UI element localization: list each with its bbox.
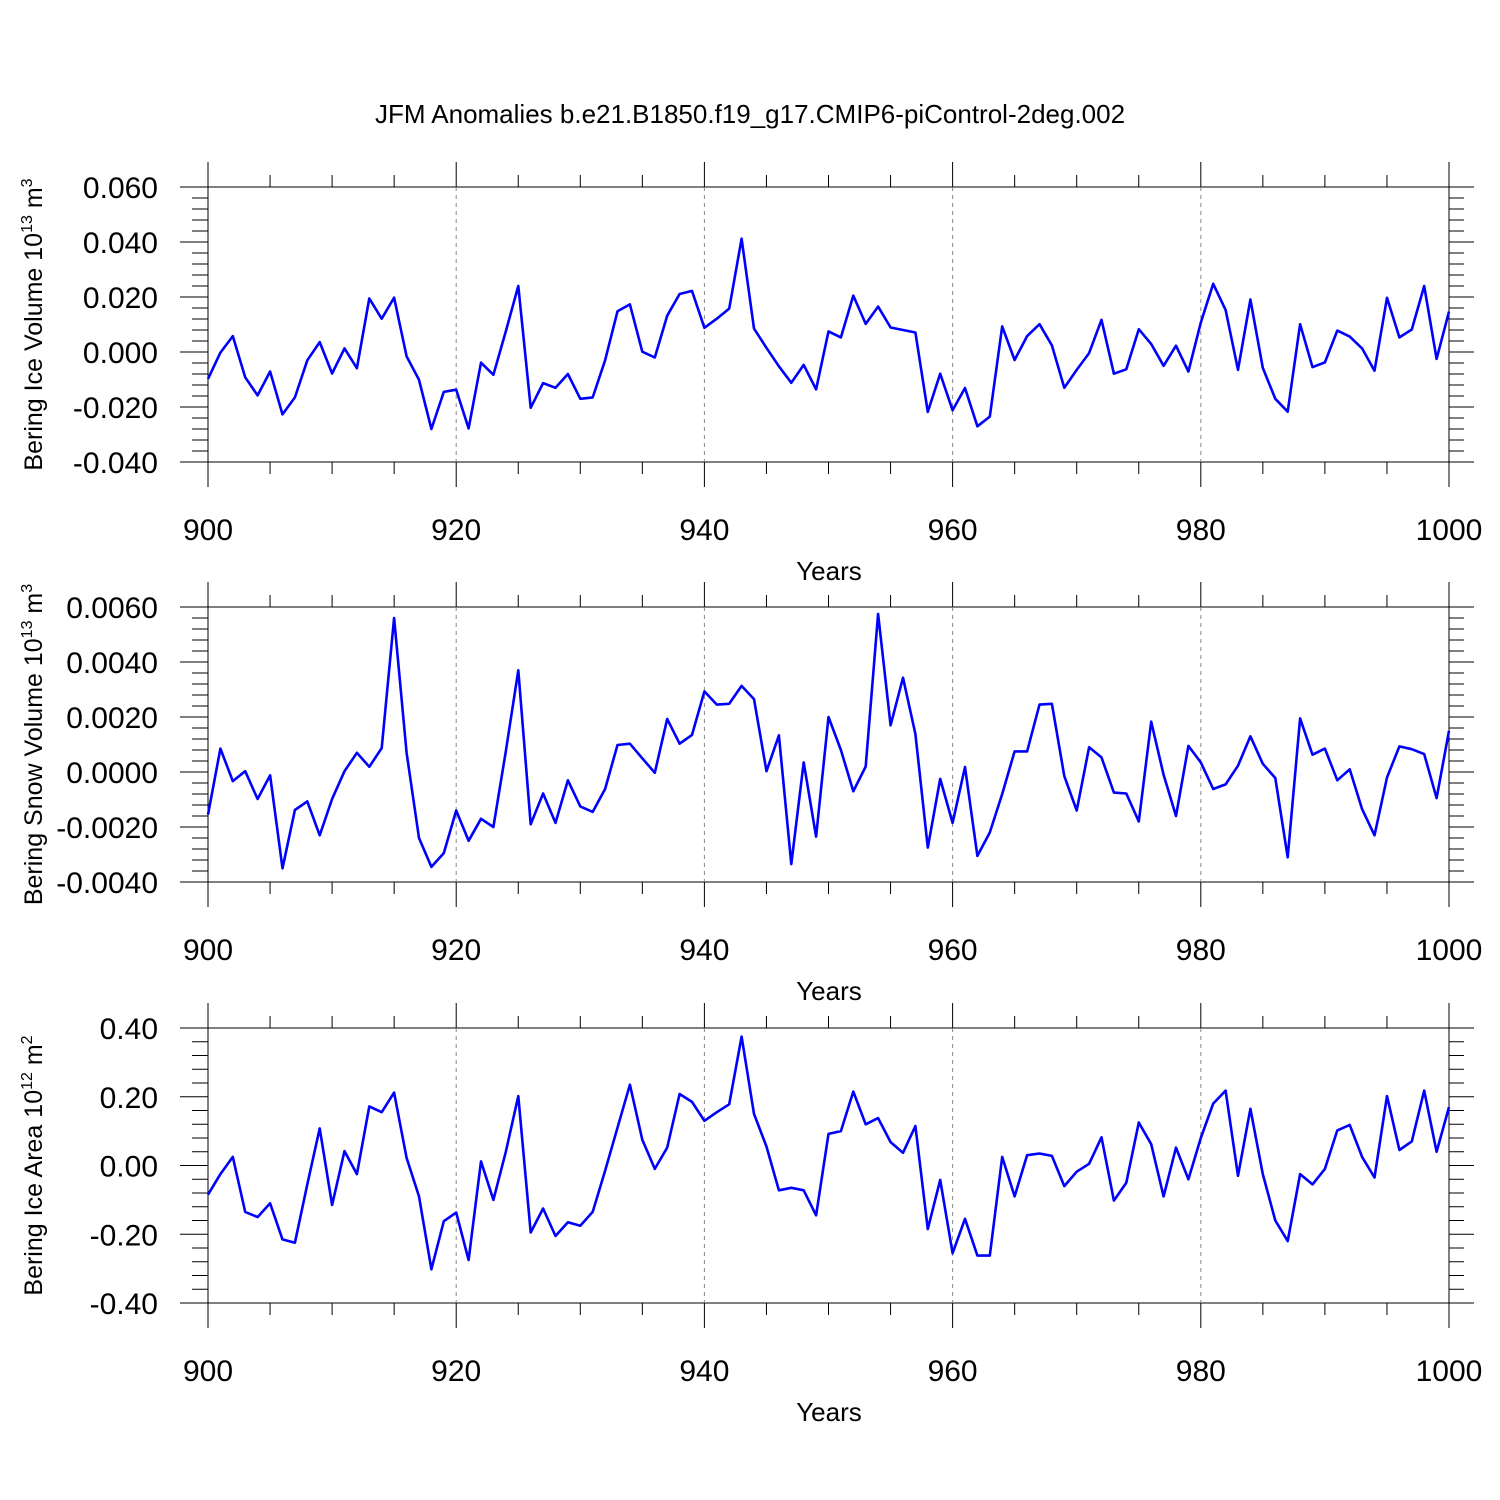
x-tick-label: 920 bbox=[431, 514, 481, 547]
x-axis-label: Years bbox=[796, 556, 862, 586]
y-axis-label: Bering Ice Volume 1013 m3 bbox=[19, 178, 48, 470]
y-tick-label: 0.020 bbox=[83, 282, 158, 315]
y-tick-label: 0.000 bbox=[83, 337, 158, 370]
x-tick-label: 940 bbox=[679, 514, 729, 547]
series-line bbox=[206, 237, 1451, 431]
y-axis-label: Bering Ice Area 1012 m2 bbox=[19, 1035, 48, 1295]
chart-panel-2: -0.0040 -0.0020 0.0000 0.0020 0.0040 0.0060 90… bbox=[19, 582, 1482, 1006]
y-tick-label: 0.060 bbox=[83, 172, 158, 205]
x-tick-label: 960 bbox=[928, 514, 978, 547]
x-tick-label: 960 bbox=[928, 1355, 978, 1388]
y-tick-label: 0.040 bbox=[83, 227, 158, 260]
series-line bbox=[206, 612, 1451, 870]
y-tick-label: 0.40 bbox=[100, 1013, 158, 1046]
series-line bbox=[206, 1035, 1451, 1271]
y-tick-label: 0.0000 bbox=[66, 757, 158, 790]
y-tick-label: 0.0020 bbox=[66, 702, 158, 735]
x-axis-label: Years bbox=[796, 1397, 862, 1427]
x-tick-label: 900 bbox=[183, 934, 233, 967]
chart-title: JFM Anomalies b.e21.B1850.f19_g17.CMIP6-… bbox=[375, 99, 1125, 129]
x-tick-label: 980 bbox=[1176, 934, 1226, 967]
x-tick-label: 980 bbox=[1176, 514, 1226, 547]
x-tick-label: 960 bbox=[928, 934, 978, 967]
y-tick-label: 0.20 bbox=[100, 1082, 158, 1115]
x-tick-label: 1000 bbox=[1416, 1355, 1483, 1388]
x-tick-label: 900 bbox=[183, 514, 233, 547]
x-axis-label: Years bbox=[796, 976, 862, 1006]
y-tick-label: -0.40 bbox=[90, 1288, 158, 1321]
x-tick-label: 940 bbox=[679, 934, 729, 967]
y-tick-label: 0.0040 bbox=[66, 647, 158, 680]
y-tick-label: -0.040 bbox=[73, 447, 158, 480]
y-tick-label: 0.0060 bbox=[66, 592, 158, 625]
y-tick-label: 0.00 bbox=[100, 1151, 158, 1184]
y-tick-label: -0.0020 bbox=[56, 812, 158, 845]
y-axis-label: Bering Snow Volume 1013 m3 bbox=[19, 584, 48, 905]
x-tick-label: 980 bbox=[1176, 1355, 1226, 1388]
y-tick-label: -0.0040 bbox=[56, 867, 158, 900]
x-tick-label: 920 bbox=[431, 1355, 481, 1388]
x-tick-label: 940 bbox=[679, 1355, 729, 1388]
y-tick-label: -0.20 bbox=[90, 1219, 158, 1252]
x-tick-label: 1000 bbox=[1416, 514, 1483, 547]
chart-panel-1: -0.040 -0.020 0.000 0.020 0.040 0.060 900 920 94… bbox=[19, 162, 1482, 586]
chart-panel-3: -0.40 -0.20 0.00 0.20 0.40 900 920 940 960 980 100… bbox=[19, 1003, 1482, 1427]
x-tick-label: 900 bbox=[183, 1355, 233, 1388]
x-tick-label: 920 bbox=[431, 934, 481, 967]
x-tick-label: 1000 bbox=[1416, 934, 1483, 967]
y-tick-label: -0.020 bbox=[73, 392, 158, 425]
